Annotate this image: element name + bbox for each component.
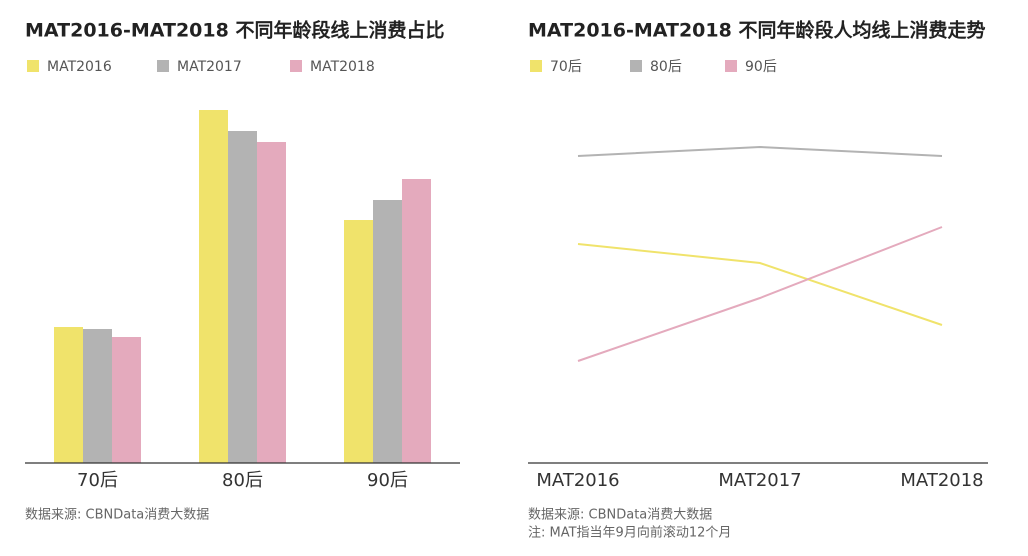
bar (402, 179, 431, 463)
legend-swatch (630, 60, 642, 72)
bar (228, 131, 257, 463)
legend-swatch (27, 60, 39, 72)
legend-swatch (157, 60, 169, 72)
source: 数据来源: CBNData消费大数据 (25, 508, 209, 523)
bar (112, 337, 141, 463)
bar (373, 200, 402, 463)
note: 注: MAT指当年9月向前滚动12个月 (528, 525, 731, 541)
legend-label: 80后 (650, 59, 682, 75)
x-tick-label: 90后 (367, 470, 408, 491)
bar (257, 142, 286, 463)
legend-label: MAT2016 (47, 59, 112, 75)
legend-swatch (290, 60, 302, 72)
line (577, 243, 943, 326)
bar (83, 329, 112, 463)
line (577, 226, 943, 362)
legend-label: 70后 (550, 59, 582, 75)
bar (199, 110, 228, 463)
source: 数据来源: CBNData消费大数据 (528, 508, 712, 523)
legend-label: MAT2018 (310, 59, 375, 75)
chart-title: MAT2016-MAT2018 不同年龄段线上消费占比 (25, 19, 444, 42)
x-tick-label: MAT2018 (900, 470, 983, 491)
x-tick-label: 80后 (222, 470, 263, 491)
legend-label: MAT2017 (177, 59, 242, 75)
bar (54, 327, 83, 463)
legend-swatch (530, 60, 542, 72)
x-tick-label: 70后 (77, 470, 118, 491)
x-tick-label: MAT2017 (718, 470, 801, 491)
x-tick-label: MAT2016 (536, 470, 619, 491)
legend-swatch (725, 60, 737, 72)
chart-title: MAT2016-MAT2018 不同年龄段人均线上消费走势 (528, 19, 985, 42)
line (577, 145, 943, 157)
legend-label: 90后 (745, 59, 777, 75)
bar (344, 220, 373, 463)
